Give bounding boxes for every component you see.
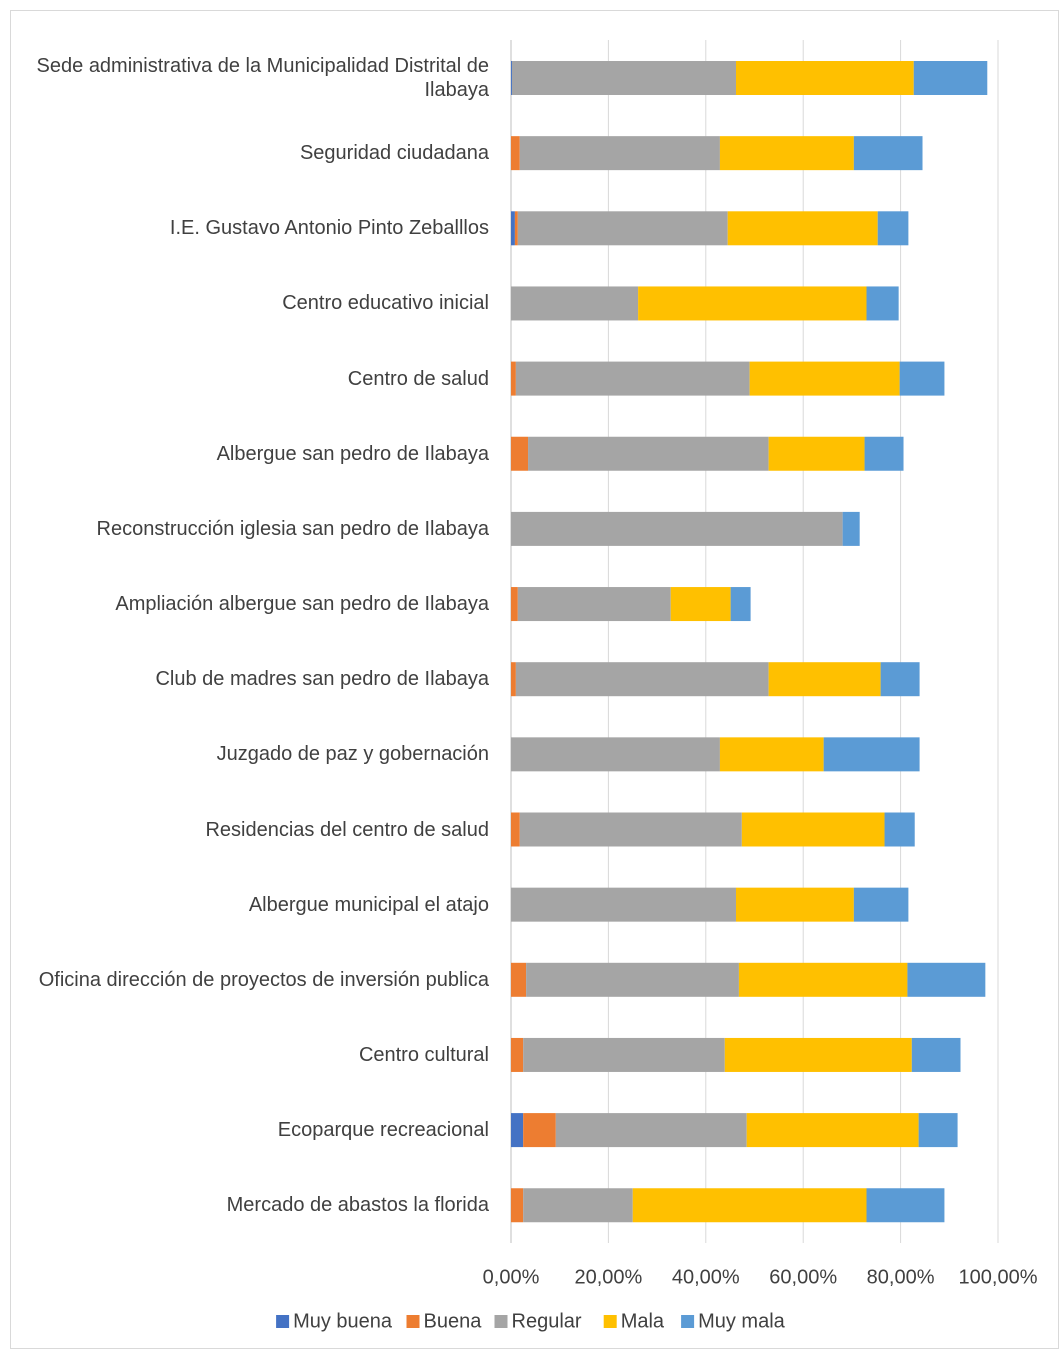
bar-segment: [511, 1188, 524, 1223]
category-label: I.E. Gustavo Antonio Pinto Zeballlos: [169, 217, 489, 240]
category-label: Mercado de abastos la florida: [226, 1194, 489, 1217]
legend-label: Mala: [621, 1310, 665, 1332]
bar-segment: [528, 436, 769, 471]
bar-segment: [514, 211, 518, 246]
x-tick-label: 20,00%: [574, 1266, 642, 1288]
bar-segment: [670, 587, 731, 622]
bar-segment: [864, 436, 904, 471]
bar-segment: [823, 737, 920, 772]
x-tick-label: 0,00%: [483, 1266, 540, 1288]
bar-segment: [741, 812, 885, 847]
category-label: Centro educativo inicial: [282, 292, 489, 315]
bar-segment: [511, 136, 520, 171]
bar-segment: [511, 662, 516, 697]
bar-segment: [727, 211, 878, 246]
bar-segment: [511, 1037, 524, 1072]
bar-segment: [511, 587, 518, 622]
category-label: Centro de salud: [347, 367, 489, 390]
bar-segment: [719, 136, 854, 171]
bar-segment: [738, 962, 908, 997]
bar-segment: [735, 887, 854, 922]
legend-label: Muy mala: [698, 1310, 786, 1332]
bar-segment: [511, 1113, 524, 1148]
bar-segment: [638, 286, 867, 321]
category-label: Juzgado de paz y gobernación: [216, 743, 489, 766]
x-tick-label: 40,00%: [672, 1266, 740, 1288]
bar-segment: [884, 812, 915, 847]
bar-segment: [511, 61, 736, 95]
category-label: Ampliación albergue san pedro de Ilabaya: [115, 593, 489, 616]
bar-segment: [511, 286, 639, 321]
legend-label: Muy buena: [293, 1310, 393, 1332]
bar-segment: [746, 1113, 919, 1148]
bar-segment: [853, 136, 923, 171]
bar-segment: [523, 1037, 725, 1072]
category-label: Residencias del centro de salud: [205, 818, 489, 841]
bar-segment: [632, 1188, 867, 1223]
bar-segment: [511, 737, 720, 772]
legend-label: Regular: [512, 1310, 582, 1332]
category-label: Club de madres san pedro de Ilabaya: [155, 668, 489, 691]
chart-border: [10, 10, 1059, 1349]
category-label: Sede administrativa de la Municipalidad …: [36, 55, 489, 101]
bar-segment: [877, 211, 909, 246]
bar-segment: [526, 962, 739, 997]
legend-swatch: [603, 1315, 617, 1328]
bar-segment: [511, 61, 512, 95]
category-label: Ecoparque recreacional: [277, 1119, 489, 1142]
bar-segment: [911, 1037, 961, 1072]
category-label: Seguridad ciudadana: [299, 142, 489, 165]
bar-segment: [511, 436, 529, 471]
bar-segment: [866, 1188, 945, 1223]
bar-segment: [735, 61, 914, 95]
bar-segment: [866, 286, 899, 321]
bar-segment: [519, 136, 720, 171]
bar-segment: [907, 962, 986, 997]
bar-segment: [749, 361, 900, 396]
bar-segment: [724, 1037, 912, 1072]
bar-segment: [768, 436, 865, 471]
bar-segment: [842, 511, 860, 546]
x-tick-label: 80,00%: [867, 1266, 935, 1288]
category-label: Reconstrucción iglesia san pedro de Ilab…: [96, 517, 489, 540]
bar-segment: [918, 1113, 958, 1148]
legend-swatch: [681, 1315, 695, 1328]
x-tick-label: 100,00%: [959, 1266, 1038, 1288]
bar-segment: [913, 61, 988, 95]
bar-segment: [511, 962, 527, 997]
bar-segment: [899, 361, 945, 396]
x-tick-label: 60,00%: [769, 1266, 837, 1288]
bar-segment: [517, 587, 671, 622]
category-label: Oficina dirección de proyectos de invers…: [38, 968, 489, 991]
bar-segment: [768, 662, 881, 697]
category-label: Albergue san pedro de Ilabaya: [216, 442, 489, 465]
bar-segment: [519, 812, 742, 847]
bar-segment: [555, 1113, 747, 1148]
bar-segment: [523, 1188, 633, 1223]
bar-segment: [730, 587, 751, 622]
bar-segment: [511, 511, 843, 546]
legend-swatch: [406, 1315, 420, 1328]
bar-segment: [880, 662, 920, 697]
bar-segment: [511, 361, 516, 396]
bar-segment: [515, 361, 750, 396]
category-label: Centro cultural: [358, 1043, 489, 1066]
legend-label: Buena: [424, 1310, 483, 1332]
bar-segment: [515, 662, 769, 697]
bar-segment: [511, 211, 515, 246]
bar-segment: [517, 211, 728, 246]
bar-segment: [853, 887, 909, 922]
bar-segment: [719, 737, 824, 772]
bar-segment: [511, 887, 736, 922]
bar-segment: [511, 812, 520, 847]
bar-segment: [523, 1113, 556, 1148]
category-label: Albergue municipal el atajo: [248, 893, 489, 916]
legend-swatch: [494, 1315, 508, 1328]
legend-swatch: [276, 1315, 290, 1328]
